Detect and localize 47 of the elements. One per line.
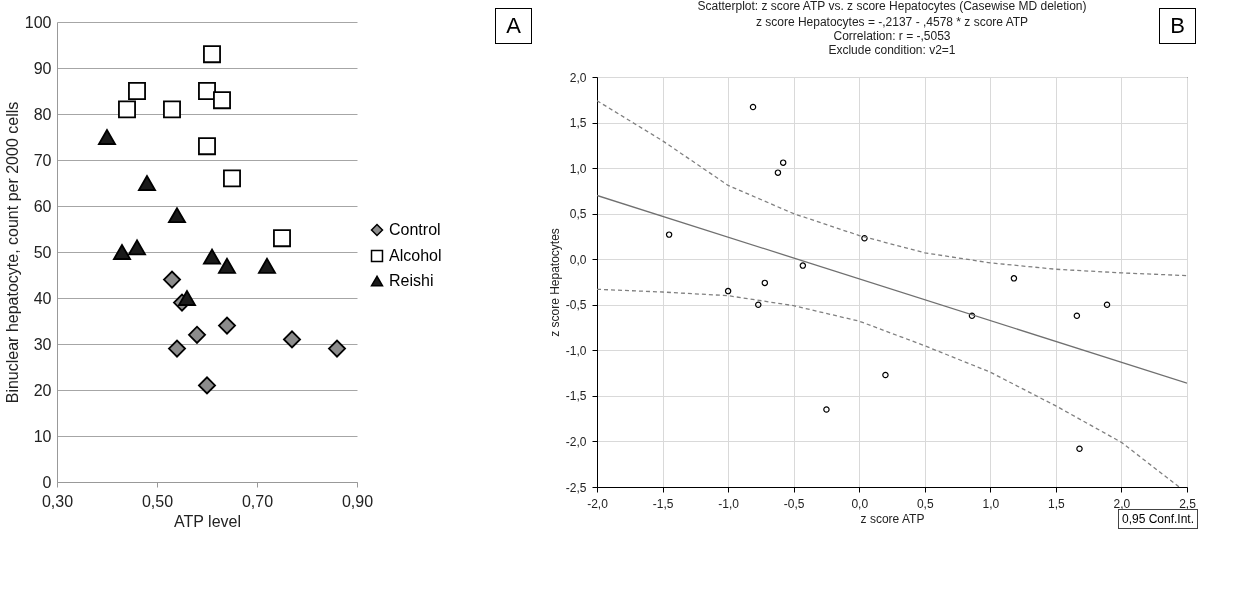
x-tick-label: 0,70 (241, 492, 274, 510)
y-tick-label: -0,5 (565, 298, 587, 313)
y-tick-label: 80 (33, 105, 52, 123)
x-tick-label: 0,30 (41, 492, 74, 510)
x-tick-label: 0,50 (141, 492, 174, 510)
y-tick-label: 0 (42, 473, 52, 491)
chart-subtitle: z score Hepatocytes = -,2137 - ,4578 * z score ATP Correlation: r = -,5053 Exclude condition: v2=1 (755, 15, 1029, 57)
y-tick-label: 90 (33, 59, 52, 77)
y-tick-label: 60 (33, 197, 52, 215)
y-axis-title: Binuclear hepatocyte, count per 2000 cells (3, 101, 21, 404)
y-tick-label: 1,5 (569, 116, 587, 131)
x-tick-label: 0,0 (851, 496, 869, 511)
x-axis-title: z score ATP (860, 511, 925, 526)
chart-title: Scatterplot: z score ATP vs. z score Hepatocytes (Casewise MD deletion) (697, 0, 1087, 13)
x-tick-label: 2,5 (1179, 496, 1197, 511)
y-tick-label: 50 (33, 243, 52, 261)
x-tick-label: -1,0 (718, 496, 740, 511)
y-tick-label: -2,0 (565, 434, 587, 449)
text: B (1159, 8, 1196, 44)
x-tick-label: 0,5 (916, 496, 934, 511)
x-tick-label: -1,5 (652, 496, 674, 511)
y-tick-label: -1,0 (565, 343, 587, 358)
y-tick-label: 2,0 (569, 70, 587, 85)
x-tick-label: 1,5 (1048, 496, 1066, 511)
y-tick-label: 10 (33, 427, 52, 445)
x-tick-label: -2,0 (587, 496, 609, 511)
y-tick-label: 20 (33, 381, 52, 399)
legend-label: Control (389, 221, 441, 238)
legend-label: Reishi (389, 272, 434, 289)
y-tick-label: 1,0 (569, 161, 587, 176)
x-tick-label: -0,5 (783, 496, 805, 511)
text: 0,95 Conf.Int. (1117, 509, 1198, 529)
x-tick-label: 1,0 (982, 496, 1000, 511)
text: A (495, 8, 532, 44)
legend-label: Alcohol (389, 247, 442, 264)
y-tick-label: -1,5 (565, 389, 587, 404)
y-tick-label: 0,5 (569, 207, 587, 222)
y-tick-label: -2,5 (565, 480, 587, 495)
y-tick-label: 30 (33, 335, 52, 353)
y-axis-title: z score Hepatocytes (547, 228, 562, 337)
x-tick-label: 0,90 (341, 492, 374, 510)
y-tick-label: 0,0 (569, 252, 587, 267)
x-tick-label: 2,0 (1113, 496, 1131, 511)
y-tick-label: 40 (33, 289, 52, 307)
y-tick-label: 100 (24, 13, 52, 31)
x-axis-title: ATP level (174, 512, 241, 530)
y-tick-label: 70 (33, 151, 52, 169)
